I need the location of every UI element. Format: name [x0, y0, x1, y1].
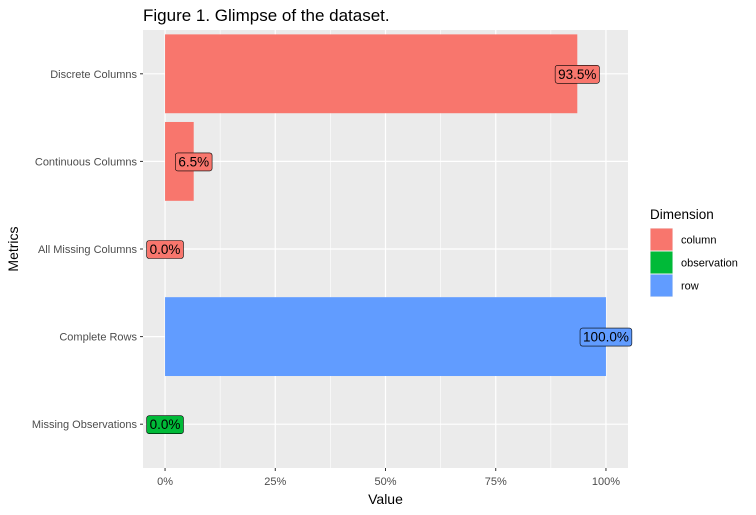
x-axis: 0% 25% 50% 75% 100%	[157, 468, 620, 488]
y-tick-label: Complete Rows	[59, 332, 137, 344]
y-axis: Discrete Columns Continuous Columns All Mi…	[32, 69, 143, 431]
data-label-text: 93.5%	[558, 67, 596, 82]
data-label-text: 0.0%	[150, 242, 181, 257]
legend-title: Dimension	[650, 207, 714, 222]
data-label: 100.0%	[579, 327, 633, 347]
x-axis-title: Value	[368, 491, 403, 507]
data-label: 6.5%	[175, 152, 213, 172]
bar	[165, 297, 606, 377]
y-tick-label: All Missing Columns	[38, 244, 138, 256]
legend-key	[650, 274, 673, 297]
legend-key	[650, 251, 673, 274]
x-tick-label: 100%	[592, 476, 620, 488]
legend-item-label: observation	[681, 258, 738, 270]
data-label-box	[554, 65, 600, 84]
legend-item-label: column	[681, 235, 716, 247]
x-tick-label: 75%	[485, 476, 507, 488]
data-label-box	[146, 415, 184, 435]
data-label-box	[146, 240, 184, 259]
data-label: 93.5%	[554, 65, 600, 84]
y-tick-label: Discrete Columns	[50, 69, 137, 81]
data-label-text: 6.5%	[178, 154, 209, 169]
data-label-box	[579, 327, 633, 347]
legend-item-label: row	[681, 281, 699, 293]
data-label: 0.0%	[146, 415, 184, 435]
x-tick-label: 0%	[157, 476, 173, 488]
legend: Dimension column observation row	[650, 207, 738, 297]
data-label-text: 100.0%	[583, 330, 629, 345]
data-label-box	[175, 152, 213, 172]
data-label-text: 0.0%	[150, 417, 181, 432]
y-tick-label: Continuous Columns	[35, 156, 138, 168]
y-tick-label: Missing Observations	[32, 419, 138, 431]
data-labels: 93.5% 6.5% 0.0% 100.0% 0.0%	[146, 65, 633, 435]
data-label: 0.0%	[146, 240, 184, 259]
x-tick-label: 50%	[374, 476, 396, 488]
y-axis-title: Metrics	[5, 226, 21, 271]
chart-title: Figure 1. Glimpse of the dataset.	[143, 6, 390, 25]
x-tick-label: 25%	[264, 476, 286, 488]
bars	[165, 34, 606, 377]
legend-key	[650, 228, 673, 251]
bar	[165, 34, 578, 114]
